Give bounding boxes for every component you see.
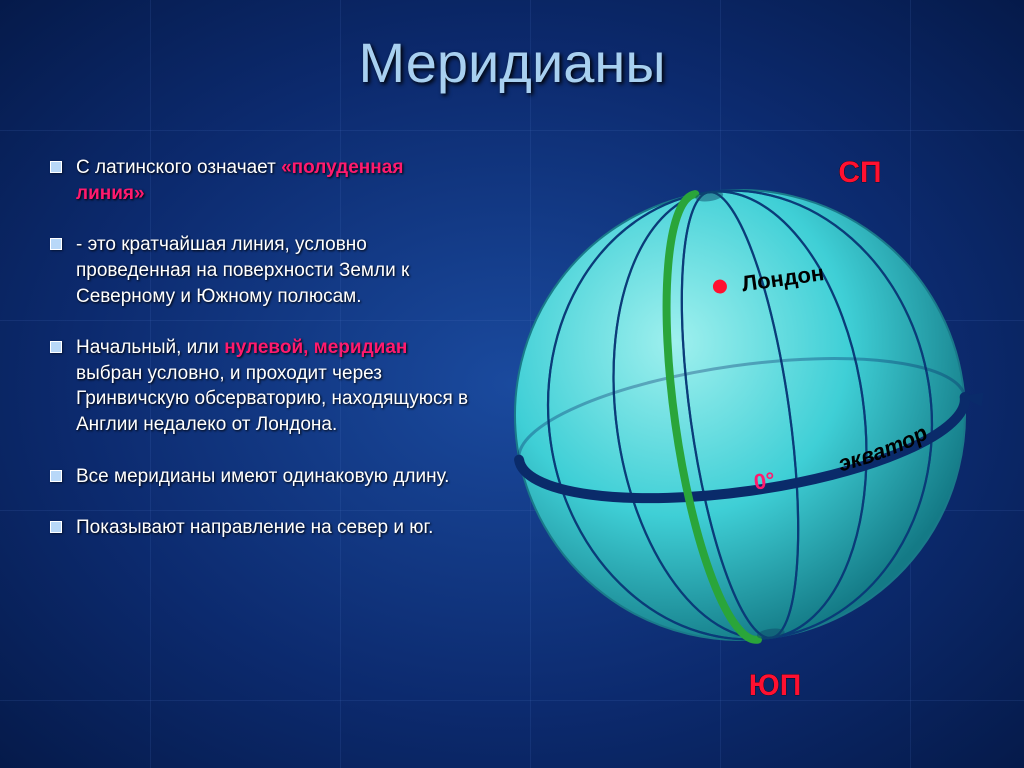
bullet-text: выбран условно, и проходит через Гринвич… [76,363,468,435]
page-title: Меридианы [0,0,1024,95]
slide-body: С латинского означает «полуденная линия»… [0,95,1024,567]
bullet-marker-icon [50,238,62,250]
bullet-text: С латинского означает [76,157,281,178]
list-item: - это кратчайшая линия, условно проведен… [50,232,470,309]
globe-svg: Лондон0°экваторСПЮП [490,95,990,735]
bullet-marker-icon [50,521,62,533]
bullet-text: Все меридианы имеют одинаковую длину. [76,466,449,487]
list-item: Показывают направление на север и юг. [50,515,470,541]
bullet-list: С латинского означает «полуденная линия»… [50,115,470,567]
bullet-text: - это кратчайшая линия, условно проведен… [76,234,409,306]
list-item: С латинского означает «полуденная линия» [50,155,470,206]
bullet-highlight: нулевой, меридиан [224,337,407,358]
bullet-marker-icon [50,470,62,482]
svg-text:СП: СП [838,156,881,189]
list-item: Начальный, или нулевой, меридиан выбран … [50,335,470,438]
globe-diagram: Лондон0°экваторСПЮП [470,115,994,567]
list-item: Все меридианы имеют одинаковую длину. [50,464,470,490]
bullet-marker-icon [50,341,62,353]
svg-text:0°: 0° [752,467,776,495]
bullet-marker-icon [50,161,62,173]
bullet-text: Показывают направление на север и юг. [76,517,433,538]
bullet-text: Начальный, или [76,337,224,358]
svg-text:ЮП: ЮП [749,669,802,702]
